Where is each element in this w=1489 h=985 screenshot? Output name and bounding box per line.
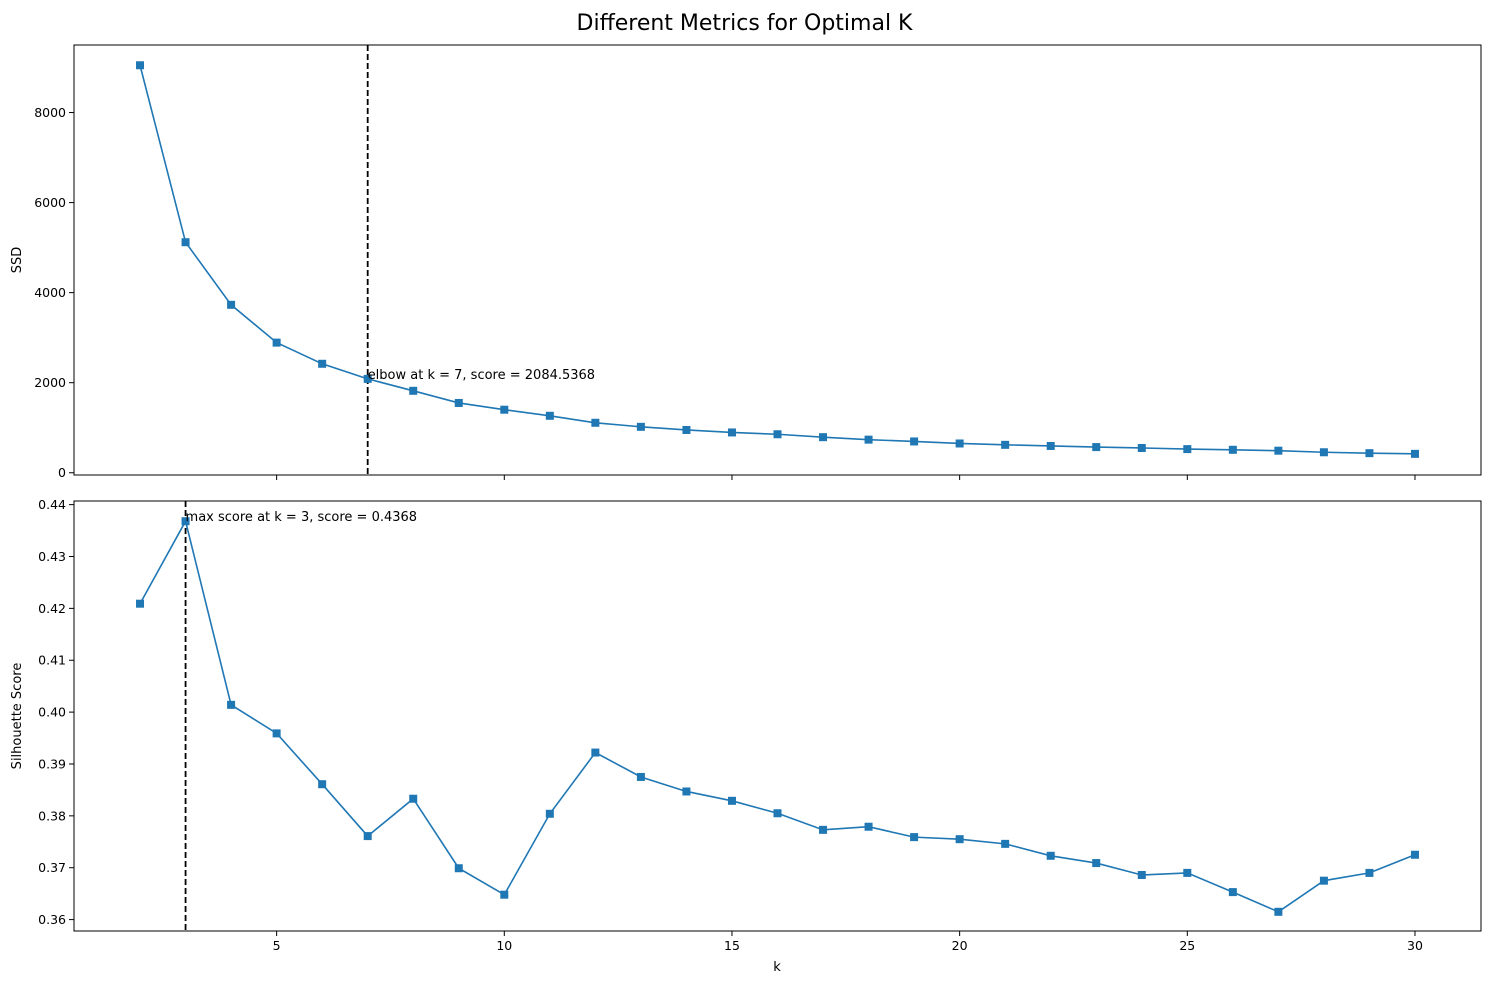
silhouette-x-tick-label: 15: [724, 938, 740, 953]
silhouette-point-k17: [819, 825, 828, 834]
silhouette-point-k15: [727, 796, 736, 805]
ssd-y-tick-label: 8000: [34, 105, 66, 120]
silhouette-x-ticks: 5 10 15 20 25 30: [273, 931, 1423, 953]
silhouette-subplot: 5 10 15 20 25 30 0.36 0.37 0.38 0.39 0.40 0.41 0.42…: [10, 497, 1482, 975]
ssd-point-k4: [227, 300, 236, 309]
silhouette-y-tick-label: 0.39: [38, 756, 66, 771]
ssd-point-k5: [272, 338, 281, 347]
ssd-point-k19: [910, 437, 919, 446]
ssd-point-k30: [1410, 449, 1419, 458]
ssd-point-k25: [1183, 445, 1192, 454]
silhouette-max-annotation: max score at k = 3, score = 0.4368: [186, 510, 418, 525]
silhouette-point-k24: [1137, 870, 1146, 879]
silhouette-y-axis-label: Silhouette Score: [10, 663, 25, 770]
ssd-point-k20: [955, 439, 964, 448]
ssd-y-tick-label: 2000: [34, 375, 66, 390]
ssd-point-k9: [454, 398, 463, 407]
silhouette-y-tick-label: 0.40: [38, 705, 66, 720]
silhouette-point-k23: [1092, 859, 1101, 868]
silhouette-point-k30: [1410, 850, 1419, 859]
silhouette-x-axis-label: k: [773, 960, 781, 975]
ssd-point-k23: [1092, 443, 1101, 452]
silhouette-plot-area: [136, 501, 1419, 931]
silhouette-point-k7: [363, 832, 372, 841]
ssd-point-k17: [819, 433, 828, 442]
silhouette-y-tick-label: 0.44: [38, 497, 66, 512]
ssd-point-k7: [363, 374, 372, 383]
silhouette-x-tick-label: 5: [273, 938, 281, 953]
ssd-point-k3: [181, 238, 190, 247]
silhouette-point-k18: [864, 822, 873, 831]
silhouette-point-k26: [1228, 888, 1237, 897]
silhouette-y-tick-label: 0.41: [38, 653, 66, 668]
ssd-point-k18: [864, 435, 873, 444]
ssd-point-k24: [1137, 443, 1146, 452]
ssd-series-line: [139, 65, 1415, 455]
ssd-point-k2: [136, 61, 145, 70]
ssd-point-k13: [636, 422, 645, 431]
ssd-point-k28: [1319, 448, 1328, 457]
silhouette-point-k21: [1001, 839, 1010, 848]
silhouette-y-tick-label: 0.43: [38, 549, 66, 564]
ssd-y-tick-label: 0: [58, 465, 66, 480]
silhouette-point-k20: [955, 835, 964, 844]
ssd-y-axis-label: SSD: [10, 247, 25, 274]
ssd-point-k11: [545, 411, 554, 420]
silhouette-point-k10: [500, 890, 509, 899]
silhouette-y-tick-label: 0.37: [38, 860, 66, 875]
silhouette-point-k27: [1274, 907, 1283, 916]
silhouette-point-k28: [1319, 876, 1328, 885]
silhouette-point-k11: [545, 809, 554, 818]
ssd-point-k6: [318, 359, 327, 368]
silhouette-point-k29: [1365, 868, 1374, 877]
silhouette-x-tick-label: 20: [952, 938, 968, 953]
ssd-x-ticks: [276, 475, 1416, 480]
ssd-point-k26: [1228, 445, 1237, 454]
ssd-axes-frame: [73, 44, 1482, 476]
ssd-point-k15: [727, 428, 736, 437]
ssd-subplot: 0 2000 4000 6000 8000 SSD elbow at k = 7, sc…: [10, 44, 1482, 480]
silhouette-y-tick-label: 0.42: [38, 601, 66, 616]
silhouette-point-k14: [682, 787, 691, 796]
silhouette-point-k9: [454, 864, 463, 873]
silhouette-point-k2: [136, 599, 145, 608]
silhouette-point-k19: [910, 833, 919, 842]
silhouette-x-tick-label: 10: [496, 938, 512, 953]
ssd-point-k29: [1365, 449, 1374, 458]
silhouette-x-tick-label: 30: [1407, 938, 1423, 953]
ssd-elbow-annotation: elbow at k = 7, score = 2084.5368: [368, 368, 595, 383]
silhouette-point-k12: [591, 748, 600, 757]
ssd-y-ticks: 0 2000 4000 6000 8000: [34, 105, 74, 480]
silhouette-point-k22: [1046, 851, 1055, 860]
silhouette-y-tick-label: 0.38: [38, 808, 66, 823]
silhouette-y-tick-label: 0.36: [38, 912, 66, 927]
ssd-point-k14: [682, 425, 691, 434]
silhouette-point-k25: [1183, 868, 1192, 877]
ssd-point-k12: [591, 418, 600, 427]
silhouette-point-k13: [636, 772, 645, 781]
silhouette-axes-frame: [73, 500, 1482, 932]
silhouette-point-k6: [318, 780, 327, 789]
figure-title: Different Metrics for Optimal K: [577, 11, 914, 36]
ssd-y-tick-label: 6000: [34, 195, 66, 210]
silhouette-point-k5: [272, 729, 281, 738]
silhouette-point-k4: [227, 700, 236, 709]
silhouette-point-k8: [409, 794, 418, 803]
ssd-plot-area: [136, 45, 1419, 475]
ssd-point-k21: [1001, 440, 1010, 449]
ssd-point-k16: [773, 430, 782, 439]
ssd-y-tick-label: 4000: [34, 285, 66, 300]
silhouette-series-line: [139, 519, 1416, 913]
silhouette-point-k16: [773, 809, 782, 818]
silhouette-point-k3: [181, 517, 190, 526]
silhouette-y-ticks: 0.36 0.37 0.38 0.39 0.40 0.41 0.42 0.43 0.44: [38, 497, 74, 927]
ssd-point-k10: [500, 405, 509, 414]
ssd-point-k22: [1046, 441, 1055, 450]
ssd-point-k27: [1274, 446, 1283, 455]
ssd-point-k8: [409, 386, 418, 395]
silhouette-x-tick-label: 25: [1179, 938, 1195, 953]
